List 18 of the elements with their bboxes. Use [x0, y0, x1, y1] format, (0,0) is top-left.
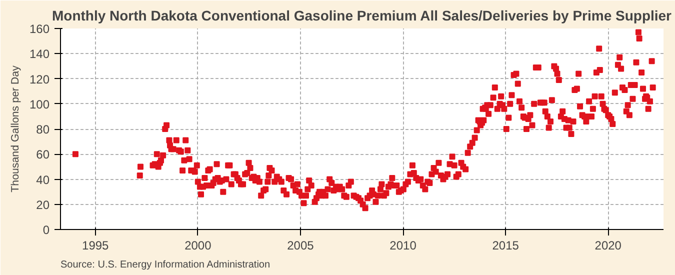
y-tick-label: 120	[29, 72, 50, 86]
x-tick-label: 2015	[492, 238, 520, 252]
x-tick-label: 2005	[287, 238, 314, 252]
y-tick-label: 160	[29, 22, 50, 36]
y-tick-label: 100	[29, 97, 50, 112]
x-tick-label: 2000	[184, 238, 212, 252]
y-tick-label: 60	[36, 148, 50, 162]
y-tick-label: 40	[36, 172, 50, 187]
source-note: Source: U.S. Energy Information Administration	[60, 260, 270, 270]
x-tick-label: 2010	[390, 238, 417, 252]
x-tick-label: 1995	[82, 238, 110, 252]
y-tick-label: 0	[42, 223, 50, 237]
chart-title: Monthly North Dakota Conventional Gasoline Premium All Sales/Deliveries by Prime Supplier	[52, 8, 672, 24]
x-tick-label: 2020	[594, 238, 622, 252]
y-axis-title: Thousand Gallons per Day	[9, 64, 22, 192]
y-tick-label: 80	[36, 122, 50, 136]
y-tick-label: 20	[36, 198, 50, 212]
y-tick-label: 140	[29, 47, 50, 62]
